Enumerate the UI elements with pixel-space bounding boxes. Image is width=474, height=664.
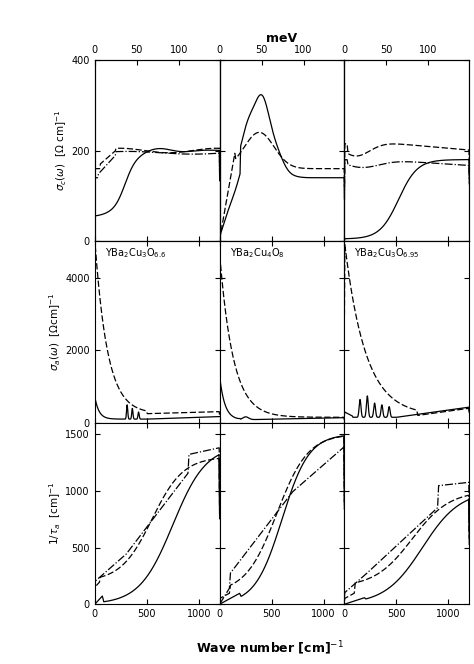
Text: YBa$_2$Cu$_4$O$_8$: YBa$_2$Cu$_4$O$_8$	[229, 247, 284, 260]
Y-axis label: $\sigma_c(\omega)$  [$\Omega$ cm]$^{-1}$: $\sigma_c(\omega)$ [$\Omega$ cm]$^{-1}$	[53, 110, 69, 191]
Text: YBa$_2$Cu$_3$O$_{6.6}$: YBa$_2$Cu$_3$O$_{6.6}$	[105, 247, 166, 260]
Text: YBa$_2$Cu$_3$O$_{6.95}$: YBa$_2$Cu$_3$O$_{6.95}$	[355, 247, 420, 260]
Y-axis label: $1/\tau_a$  [cm]$^{-1}$: $1/\tau_a$ [cm]$^{-1}$	[47, 481, 63, 545]
X-axis label: meV: meV	[266, 32, 298, 45]
Text: Wave number [cm]$^{-1}$: Wave number [cm]$^{-1}$	[196, 639, 344, 657]
Y-axis label: $\sigma_a(\omega)$  [$\Omega$cm]$^{-1}$: $\sigma_a(\omega)$ [$\Omega$cm]$^{-1}$	[47, 293, 63, 371]
